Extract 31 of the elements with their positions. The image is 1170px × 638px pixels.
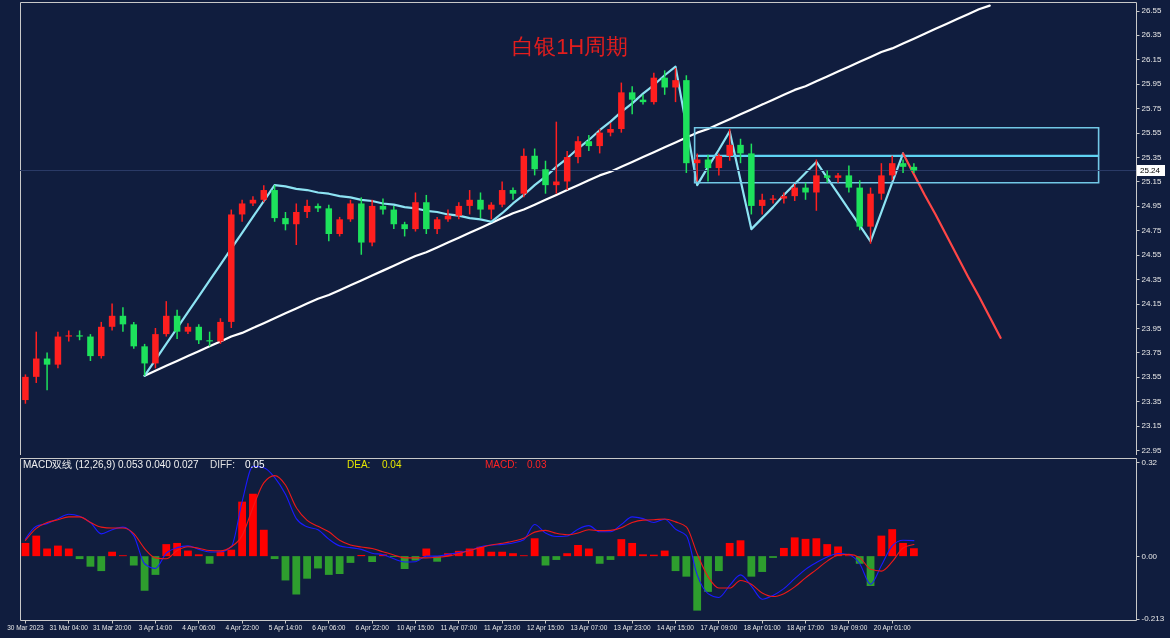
y-tick-label: 25.95 [1141,79,1163,89]
y-tick-label: 23.15 [1141,421,1163,431]
y-tick-label: 25.35 [1141,152,1163,162]
annotation: DIFF: [210,459,235,470]
annotation: DEA: [347,459,371,470]
y-tick-label: 25.15 [1141,176,1163,186]
y-tick-label: 0.00 [1141,551,1158,561]
y-tick-label: 25.55 [1141,128,1163,138]
y-tick-label: 24.35 [1141,274,1163,284]
y-tick-label: 23.55 [1141,372,1163,382]
ref-line-label: 25.24 [1140,165,1161,175]
y-tick-label: 0.32 [1141,457,1158,467]
y-tick-label: 22.95 [1141,445,1163,455]
y-tick-label: 24.15 [1141,299,1163,309]
text: 白银1H周期 [512,34,629,59]
y-tick-label: 26.15 [1141,54,1163,64]
y-tick-label: -0.213 [1141,614,1165,624]
y-tick-label: 25.75 [1141,103,1163,113]
y-tick-label: 26.35 [1141,30,1163,40]
annotation: 0.05 [245,459,265,470]
y-tick-label: 24.55 [1141,250,1163,260]
y-tick-label: 23.35 [1141,396,1163,406]
y-tick-label: 24.95 [1141,201,1163,211]
y-tick-label: 23.95 [1141,323,1163,333]
y-tick-label: 24.75 [1141,225,1163,235]
annotation: 0.03 [527,459,547,470]
y-tick-label: 23.75 [1141,347,1163,357]
annotation: 0.04 [382,459,402,470]
chart-title: MACD双线 (12,26,9) 0.053 0.040 0.027 [23,459,200,470]
annotation: MACD: [485,459,518,470]
y-tick-label: 26.55 [1141,6,1163,16]
